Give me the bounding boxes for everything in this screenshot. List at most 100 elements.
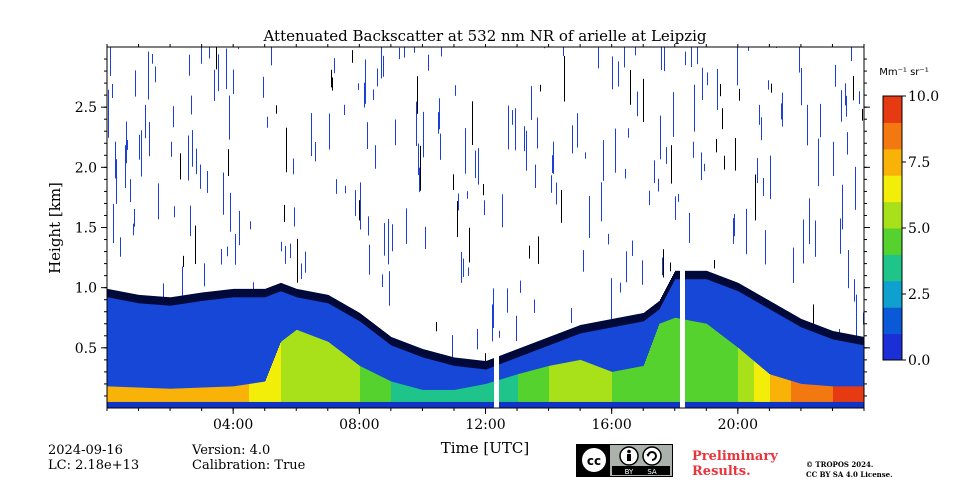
layer-edge-cell bbox=[369, 320, 370, 329]
ground-cell bbox=[596, 401, 597, 408]
layer-edge-cell bbox=[798, 317, 799, 326]
aerosol-cell bbox=[388, 380, 389, 402]
ground-cell bbox=[398, 401, 399, 408]
boundary-layer-cell bbox=[203, 297, 204, 408]
layer-edge-cell bbox=[524, 346, 525, 355]
noise-streak bbox=[737, 47, 738, 86]
noise-streak bbox=[768, 80, 769, 90]
aerosol-cell bbox=[462, 388, 463, 402]
aerosol-cell bbox=[725, 338, 726, 402]
layer-edge-cell bbox=[763, 297, 764, 306]
aerosol-cell bbox=[417, 388, 418, 402]
layer-edge-cell bbox=[529, 344, 530, 353]
layer-edge-cell bbox=[740, 284, 741, 293]
layer-edge-cell bbox=[800, 318, 801, 327]
ground-cell bbox=[378, 401, 379, 408]
ground-cell bbox=[505, 401, 506, 408]
layer-edge-cell bbox=[782, 308, 783, 317]
noise-streak bbox=[115, 141, 116, 179]
boundary-layer-cell bbox=[851, 339, 852, 408]
noise-streak bbox=[734, 213, 735, 237]
boundary-layer-cell bbox=[755, 297, 756, 408]
ground-cell bbox=[266, 401, 267, 408]
ground-cell bbox=[570, 401, 571, 408]
layer-edge-cell bbox=[556, 334, 557, 343]
ground-cell bbox=[404, 401, 405, 408]
layer-edge-cell bbox=[668, 283, 669, 293]
boundary-layer-cell bbox=[386, 338, 387, 408]
layer-edge-cell bbox=[256, 288, 257, 298]
ground-cell bbox=[474, 401, 475, 408]
ground-cell bbox=[198, 401, 199, 408]
aerosol-cell bbox=[790, 380, 791, 402]
layer-edge-cell bbox=[733, 281, 734, 290]
boundary-layer-cell bbox=[768, 304, 769, 408]
noise-streak bbox=[748, 47, 749, 51]
colorbar-tick-label: 2.5 bbox=[908, 287, 930, 303]
noise-streak bbox=[417, 76, 418, 114]
ground-cell bbox=[416, 401, 417, 408]
layer-edge-cell bbox=[412, 345, 413, 354]
boundary-layer-cell bbox=[411, 349, 412, 408]
aerosol-cell bbox=[729, 341, 730, 402]
layer-edge-cell bbox=[289, 286, 290, 295]
ground-cell bbox=[793, 401, 794, 408]
aerosol-cell bbox=[521, 373, 522, 402]
layer-edge-cell bbox=[119, 291, 120, 300]
aerosol-cell bbox=[848, 386, 849, 402]
aerosol-cell bbox=[409, 386, 410, 402]
ground-cell bbox=[171, 401, 172, 408]
boundary-layer-cell bbox=[429, 355, 430, 408]
boundary-layer-cell bbox=[377, 331, 378, 408]
ground-cell bbox=[170, 401, 171, 408]
noise-streak bbox=[724, 155, 725, 170]
ground-cell bbox=[466, 401, 467, 408]
ground-cell bbox=[535, 401, 536, 408]
aerosol-cell bbox=[262, 381, 263, 402]
noise-streak bbox=[233, 69, 234, 95]
noise-streak bbox=[425, 226, 426, 250]
boundary-layer-cell bbox=[803, 324, 804, 408]
layer-edge-cell bbox=[434, 352, 435, 361]
aerosol-cell bbox=[664, 321, 665, 402]
boundary-layer-cell bbox=[608, 324, 609, 408]
layer-edge-cell bbox=[323, 293, 324, 303]
layer-edge-cell bbox=[137, 294, 138, 304]
layer-edge-cell bbox=[267, 287, 268, 297]
boundary-layer-cell bbox=[619, 322, 620, 408]
aerosol-cell bbox=[187, 388, 188, 402]
layer-edge-cell bbox=[476, 359, 477, 369]
boundary-layer-cell bbox=[833, 335, 834, 408]
aerosol-cell bbox=[811, 384, 812, 402]
layer-edge-cell bbox=[503, 354, 504, 363]
aerosol-cell bbox=[718, 332, 719, 402]
ground-cell bbox=[830, 401, 831, 408]
ground-cell bbox=[569, 401, 570, 408]
aerosol-cell bbox=[674, 318, 675, 402]
ground-cell bbox=[540, 401, 541, 408]
aerosol-cell bbox=[241, 385, 242, 402]
ground-cell bbox=[472, 401, 473, 408]
ground-cell bbox=[402, 401, 403, 408]
ground-cell bbox=[812, 401, 813, 408]
layer-edge-cell bbox=[361, 314, 362, 323]
aerosol-cell bbox=[275, 355, 276, 402]
ground-cell bbox=[762, 401, 763, 408]
ground-cell bbox=[800, 401, 801, 408]
layer-edge-cell bbox=[617, 317, 618, 327]
boundary-layer-cell bbox=[625, 321, 626, 408]
aerosol-cell bbox=[487, 383, 488, 402]
aerosol-cell bbox=[637, 367, 638, 402]
ground-cell bbox=[617, 401, 618, 408]
layer-edge-cell bbox=[283, 283, 284, 293]
boundary-layer-cell bbox=[823, 332, 824, 408]
aerosol-cell bbox=[410, 386, 411, 402]
ground-cell bbox=[766, 401, 767, 408]
boundary-layer-cell bbox=[455, 362, 456, 408]
layer-edge-cell bbox=[583, 324, 584, 333]
boundary-layer-cell bbox=[358, 316, 359, 408]
aerosol-cell bbox=[506, 377, 507, 402]
boundary-layer-cell bbox=[797, 321, 798, 408]
aerosol-cell bbox=[633, 367, 634, 402]
ground-cell bbox=[314, 401, 315, 408]
